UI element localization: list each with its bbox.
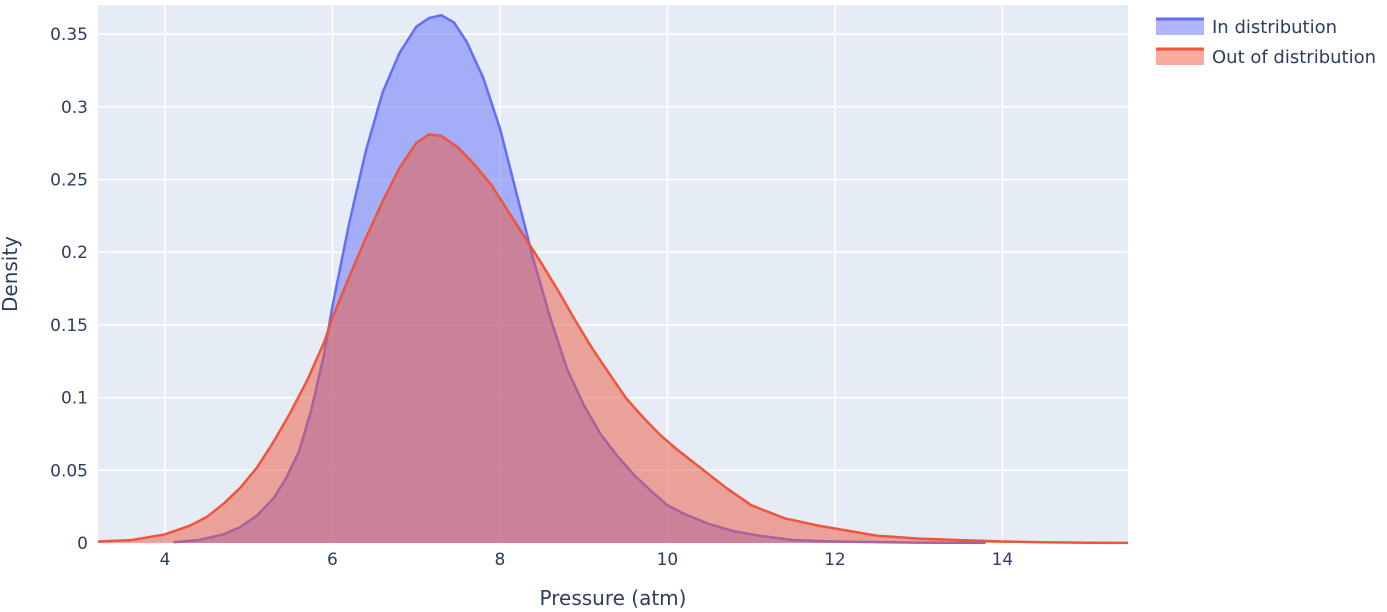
legend-swatch-fill <box>1156 49 1204 65</box>
legend-item-label: In distribution <box>1212 17 1337 38</box>
y-tick-label: 0.2 <box>61 243 88 263</box>
legend-swatch-fill <box>1156 19 1204 35</box>
y-tick-label: 0.25 <box>50 170 88 190</box>
y-tick-label: 0.1 <box>61 389 88 409</box>
series-1-line <box>97 133 1129 545</box>
y-tick-label: 0.05 <box>50 461 88 481</box>
y-tick-label: 0.3 <box>61 98 88 118</box>
x-tick-label: 8 <box>495 550 506 570</box>
x-tick-label: 10 <box>657 550 679 570</box>
y-tick-label: 0.35 <box>50 25 88 45</box>
x-axis-title: Pressure (atm) <box>540 586 687 610</box>
y-tick-label: 0 <box>77 534 88 554</box>
legend: In distribution Out of distribution <box>1156 17 1376 68</box>
series-areas <box>97 13 1129 545</box>
series-1-area <box>98 134 1128 543</box>
y-axis-title: Density <box>0 236 22 312</box>
legend-item-label: Out of distribution <box>1212 47 1376 68</box>
x-tick-label: 6 <box>327 550 338 570</box>
axis-ticks: 4 6 8 10 12 14 0 0.05 0.1 0.15 0.2 0.25 0.3 0.35 <box>50 25 1013 570</box>
x-tick-label: 4 <box>160 550 171 570</box>
y-tick-label: 0.15 <box>50 316 88 336</box>
x-tick-label: 14 <box>992 550 1014 570</box>
x-tick-label: 12 <box>824 550 846 570</box>
